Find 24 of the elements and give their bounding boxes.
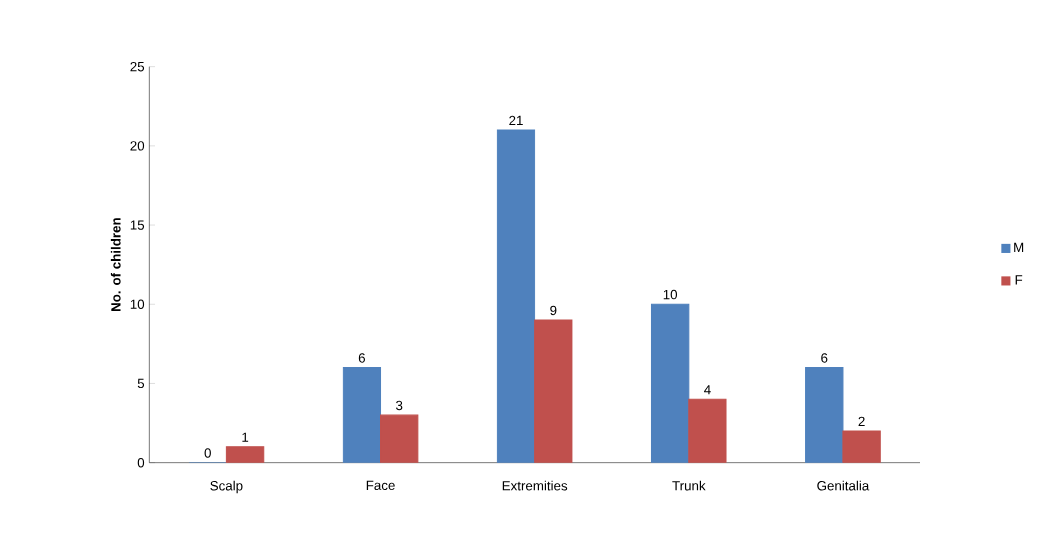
y-tick-label: 0	[137, 457, 145, 468]
data-label: 6	[821, 353, 828, 363]
data-label: 21	[509, 115, 523, 126]
x-tick-label: Scalp	[210, 480, 243, 494]
data-label: 9	[550, 305, 557, 316]
y-axis-title: No. of children	[110, 218, 121, 312]
data-label: 10	[663, 289, 678, 300]
x-tick-label: Face	[366, 480, 395, 491]
legend-label: F	[1015, 275, 1023, 285]
data-label: 0	[204, 448, 211, 458]
legend-label: M	[1014, 242, 1024, 252]
data-label: 6	[358, 353, 365, 363]
x-tick-label: Extremities	[502, 480, 568, 491]
y-tick-label: 5	[137, 378, 145, 389]
y-tick-label: 10	[130, 299, 145, 309]
data-label: 2	[858, 416, 865, 427]
data-label: 1	[242, 432, 249, 442]
data-label: 4	[704, 385, 711, 395]
y-tick-label: 20	[130, 141, 145, 151]
data-label: 3	[396, 400, 403, 411]
y-tick-label: 25	[130, 61, 145, 72]
y-tick-label: 15	[130, 220, 145, 230]
x-tick-label: Genitalia	[817, 480, 870, 491]
x-tick-label: Trunk	[672, 480, 706, 491]
